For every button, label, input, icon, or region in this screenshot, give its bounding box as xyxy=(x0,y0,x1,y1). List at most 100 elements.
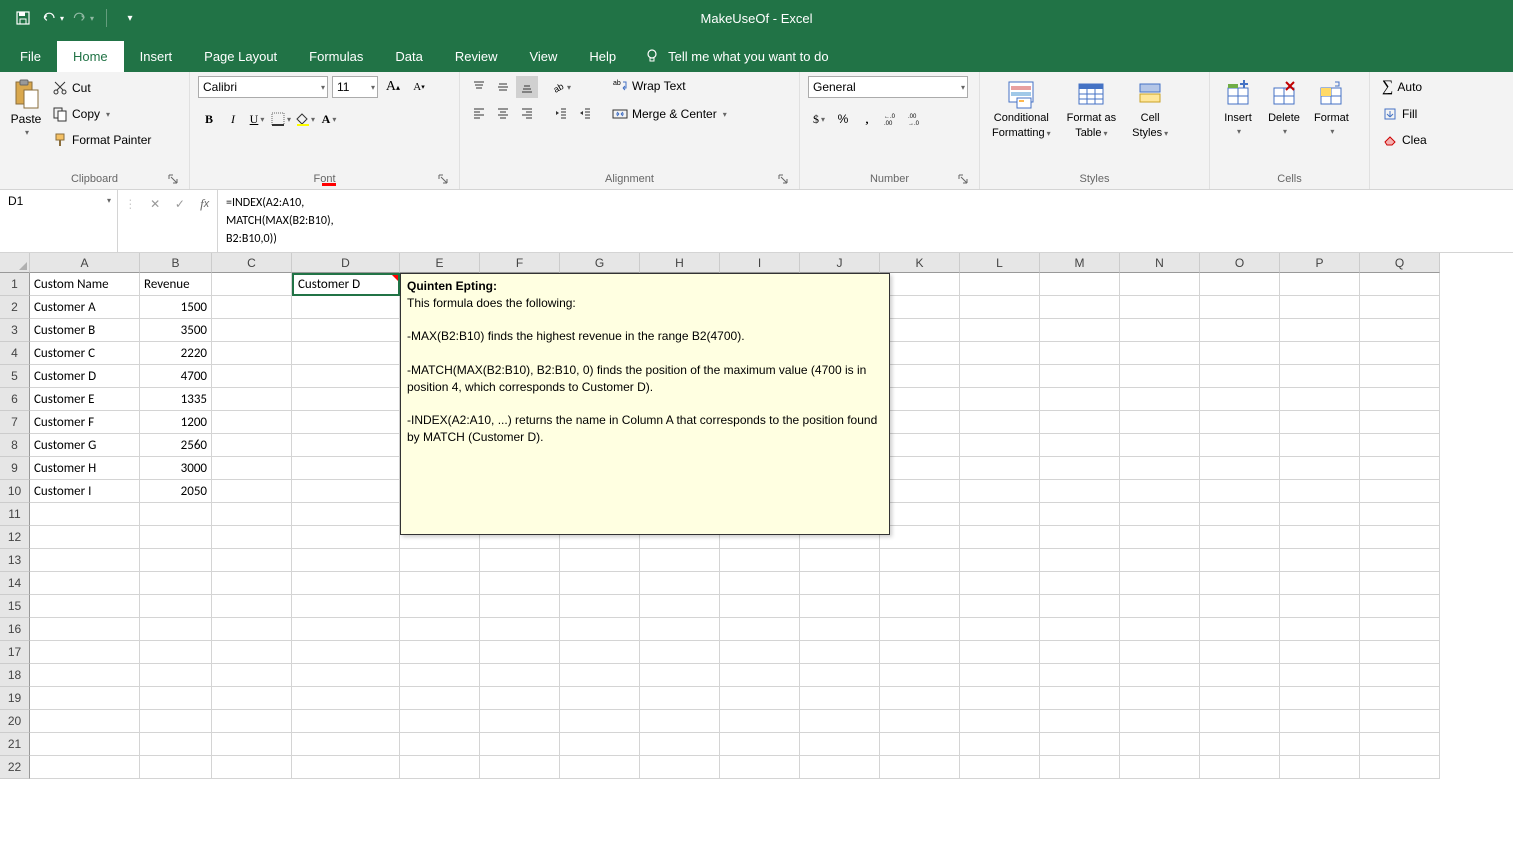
cell[interactable] xyxy=(1280,480,1360,503)
row-header[interactable]: 15 xyxy=(0,595,30,618)
row-header[interactable]: 2 xyxy=(0,296,30,319)
select-all-corner[interactable] xyxy=(0,253,30,273)
cell[interactable] xyxy=(1040,319,1120,342)
cell[interactable] xyxy=(212,365,292,388)
col-header[interactable]: G xyxy=(560,253,640,273)
redo-icon[interactable]: ▾ xyxy=(72,7,94,29)
col-header[interactable]: K xyxy=(880,253,960,273)
cell[interactable] xyxy=(1040,526,1120,549)
cell[interactable] xyxy=(1360,526,1440,549)
cell[interactable] xyxy=(880,687,960,710)
cell[interactable] xyxy=(1280,641,1360,664)
cell[interactable] xyxy=(1200,434,1280,457)
cell[interactable] xyxy=(720,572,800,595)
cell[interactable] xyxy=(720,733,800,756)
cell[interactable] xyxy=(480,710,560,733)
cell[interactable] xyxy=(1360,733,1440,756)
cell[interactable] xyxy=(140,687,212,710)
cell[interactable] xyxy=(400,572,480,595)
cell[interactable] xyxy=(720,687,800,710)
cell[interactable] xyxy=(140,526,212,549)
cell[interactable] xyxy=(800,572,880,595)
cell[interactable] xyxy=(1360,503,1440,526)
cell[interactable] xyxy=(1040,411,1120,434)
cell[interactable] xyxy=(1120,526,1200,549)
cell[interactable] xyxy=(640,664,720,687)
cell[interactable] xyxy=(880,388,960,411)
cell[interactable] xyxy=(960,480,1040,503)
undo-icon[interactable]: ▾ xyxy=(42,7,64,29)
cell[interactable] xyxy=(1280,342,1360,365)
cell[interactable] xyxy=(140,733,212,756)
col-header[interactable]: P xyxy=(1280,253,1360,273)
cell[interactable] xyxy=(1360,434,1440,457)
cell[interactable] xyxy=(1040,687,1120,710)
cell[interactable] xyxy=(960,549,1040,572)
cell[interactable] xyxy=(1280,457,1360,480)
cell[interactable] xyxy=(1040,733,1120,756)
cell[interactable] xyxy=(212,411,292,434)
cell[interactable] xyxy=(960,296,1040,319)
cell[interactable] xyxy=(1280,756,1360,779)
row-header[interactable]: 22 xyxy=(0,756,30,779)
tab-insert[interactable]: Insert xyxy=(124,41,189,72)
cell[interactable] xyxy=(1040,434,1120,457)
cell[interactable] xyxy=(1280,618,1360,641)
cell[interactable]: 2560 xyxy=(140,434,212,457)
cell[interactable] xyxy=(880,319,960,342)
cell[interactable] xyxy=(1040,595,1120,618)
cell[interactable] xyxy=(1280,549,1360,572)
cell[interactable] xyxy=(1040,618,1120,641)
insert-cells-button[interactable]: Insert▾ xyxy=(1218,76,1258,139)
cell[interactable] xyxy=(960,710,1040,733)
cell[interactable] xyxy=(30,572,140,595)
bold-button[interactable]: B xyxy=(198,108,220,130)
cell[interactable] xyxy=(1360,342,1440,365)
row-header[interactable]: 11 xyxy=(0,503,30,526)
cell[interactable]: Customer D xyxy=(292,273,400,296)
font-name-combo[interactable]: Calibri▾ xyxy=(198,76,328,98)
cell[interactable] xyxy=(140,710,212,733)
cell[interactable] xyxy=(960,503,1040,526)
cell[interactable]: Revenue xyxy=(140,273,212,296)
cell[interactable] xyxy=(212,296,292,319)
cell[interactable]: Customer H xyxy=(30,457,140,480)
cell[interactable] xyxy=(140,641,212,664)
autosum-button[interactable]: ∑Auto xyxy=(1378,76,1505,98)
col-header[interactable]: I xyxy=(720,253,800,273)
row-header[interactable]: 4 xyxy=(0,342,30,365)
cell[interactable] xyxy=(560,687,640,710)
col-header[interactable]: H xyxy=(640,253,720,273)
tab-view[interactable]: View xyxy=(513,41,573,72)
cell[interactable] xyxy=(400,733,480,756)
cell[interactable] xyxy=(1360,664,1440,687)
cell[interactable] xyxy=(880,365,960,388)
cell[interactable] xyxy=(292,319,400,342)
currency-icon[interactable]: $▾ xyxy=(808,108,830,130)
cell[interactable] xyxy=(640,549,720,572)
cell[interactable] xyxy=(640,595,720,618)
cell[interactable] xyxy=(292,296,400,319)
cell[interactable]: Customer C xyxy=(30,342,140,365)
cell[interactable] xyxy=(720,595,800,618)
cell[interactable] xyxy=(880,434,960,457)
cell[interactable] xyxy=(30,687,140,710)
col-header[interactable]: L xyxy=(960,253,1040,273)
cell[interactable] xyxy=(212,549,292,572)
cell[interactable]: Customer D xyxy=(30,365,140,388)
cell[interactable] xyxy=(1200,756,1280,779)
cell[interactable] xyxy=(960,618,1040,641)
cell[interactable] xyxy=(212,503,292,526)
cell[interactable] xyxy=(1040,273,1120,296)
cell[interactable] xyxy=(480,756,560,779)
cell[interactable] xyxy=(800,641,880,664)
launcher-icon[interactable] xyxy=(167,173,179,185)
align-top-icon[interactable] xyxy=(468,76,490,98)
cell[interactable] xyxy=(30,664,140,687)
row-header[interactable]: 13 xyxy=(0,549,30,572)
row-header[interactable]: 7 xyxy=(0,411,30,434)
cell[interactable] xyxy=(800,756,880,779)
row-header[interactable]: 16 xyxy=(0,618,30,641)
cell[interactable] xyxy=(400,641,480,664)
cell[interactable] xyxy=(292,388,400,411)
